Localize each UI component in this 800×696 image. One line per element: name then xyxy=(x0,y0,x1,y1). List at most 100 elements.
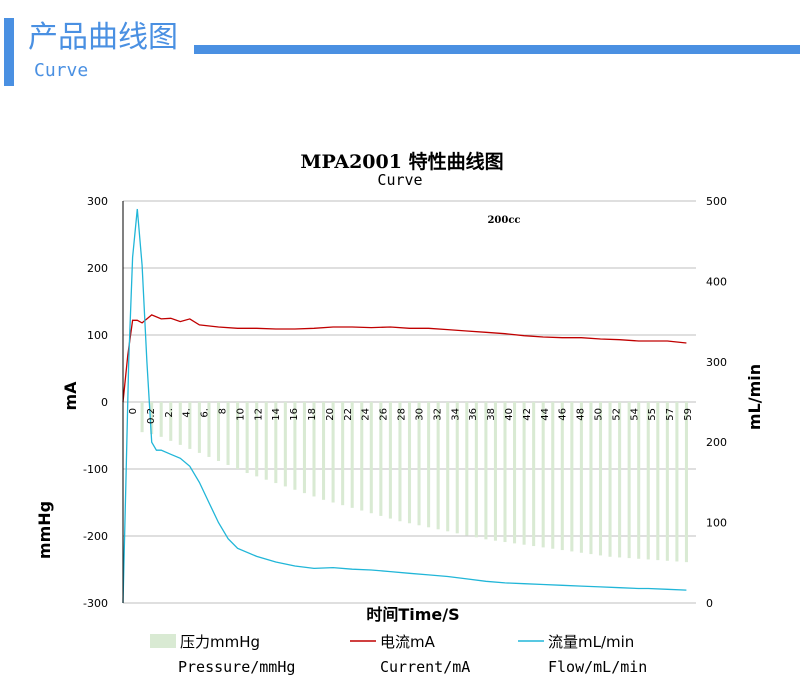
legend-current-label: 电流mA xyxy=(380,633,436,651)
pressure-bar xyxy=(627,402,631,559)
x-tick-label: 46 xyxy=(558,408,569,421)
x-tick-label: 57 xyxy=(665,408,676,421)
pressure-bar xyxy=(503,402,507,543)
legend-pressure-label-en: Pressure/mmHg xyxy=(178,658,295,676)
pressure-bar xyxy=(264,402,268,480)
pressure-bar xyxy=(474,402,478,538)
x-tick-label: 12 xyxy=(253,408,264,421)
left-tick-label: 200 xyxy=(87,262,108,275)
header-accent-bar xyxy=(4,18,14,86)
x-tick-label: 18 xyxy=(307,408,318,421)
pressure-bar xyxy=(436,402,440,530)
y-axis-label-left-bottom: mmHg xyxy=(35,501,54,559)
pressure-bar xyxy=(178,402,182,445)
pressure-bar xyxy=(245,402,249,474)
legend-pressure-label: 压力mmHg xyxy=(180,633,260,651)
chart-annotation: 200cc xyxy=(487,215,520,226)
x-tick-label: 8 xyxy=(218,408,229,414)
y-axis-label-right: mL/min xyxy=(745,364,764,430)
pressure-bar xyxy=(283,402,287,487)
pressure-bar xyxy=(665,402,669,561)
pressure-bar xyxy=(522,402,526,545)
pressure-bar xyxy=(532,402,536,547)
current-line xyxy=(122,314,687,403)
pressure-bar xyxy=(446,402,450,532)
pressure-bar xyxy=(379,402,383,516)
x-tick-label: 55 xyxy=(647,408,658,421)
pressure-bar xyxy=(150,402,154,435)
pressure-bar xyxy=(427,402,431,528)
pressure-bar xyxy=(331,402,335,503)
pressure-bar xyxy=(618,402,622,558)
left-tick-label: 300 xyxy=(87,195,108,208)
pressure-bar xyxy=(541,402,545,548)
x-tick-label: 2. xyxy=(164,408,175,418)
x-tick-label: 54 xyxy=(629,408,640,421)
pressure-bar xyxy=(226,402,230,465)
x-tick-label: 48 xyxy=(576,408,587,421)
pressure-bar xyxy=(455,402,459,534)
pressure-bar xyxy=(274,402,278,484)
pressure-bar xyxy=(293,402,297,490)
right-tick-label: 500 xyxy=(706,195,727,208)
right-tick-label: 400 xyxy=(706,275,727,288)
pressure-bar xyxy=(236,402,240,469)
pressure-bar xyxy=(341,402,345,506)
pressure-bar xyxy=(398,402,402,522)
left-tick-label: 0 xyxy=(101,396,108,409)
pressure-bar xyxy=(207,402,211,457)
x-tick-label: 44 xyxy=(540,408,551,421)
left-tick-label: -300 xyxy=(83,597,108,610)
x-tick-label: 10 xyxy=(235,408,246,421)
pressure-bar xyxy=(388,402,392,519)
x-tick-label: 0.2 xyxy=(146,408,157,424)
flow-line xyxy=(122,208,687,604)
x-tick-label: 50 xyxy=(594,408,605,421)
pressure-bar xyxy=(312,402,316,497)
pressure-bar xyxy=(579,402,583,553)
x-tick-label: 6. xyxy=(200,408,211,418)
legend-current-label-en: Current/mA xyxy=(380,658,470,676)
pressure-bar xyxy=(159,402,163,437)
pressure-bar xyxy=(608,402,612,557)
x-tick-label: 20 xyxy=(325,408,336,421)
x-tick-label: 32 xyxy=(432,408,443,421)
chart-title: MPA2001 特性曲线图 xyxy=(300,150,503,173)
pressure-bar xyxy=(513,402,517,544)
pressure-bar xyxy=(360,402,364,511)
pressure-bar xyxy=(646,402,650,560)
left-tick-label: -100 xyxy=(83,463,108,476)
pressure-bar xyxy=(684,402,688,563)
x-tick-label: 40 xyxy=(504,408,515,421)
chart-subtitle: Curve xyxy=(377,171,422,189)
legend-flow-label-en: Flow/mL/min xyxy=(548,658,647,676)
legend-flow-label: 流量mL/min xyxy=(548,633,634,651)
pressure-bar xyxy=(417,402,421,526)
right-tick-label: 100 xyxy=(706,517,727,530)
pressure-bar xyxy=(407,402,412,524)
x-tick-label: 26 xyxy=(379,408,390,421)
page-subtitle: Curve xyxy=(34,60,89,81)
x-tick-label: 34 xyxy=(450,408,461,421)
x-axis-label: 时间Time/S xyxy=(366,605,459,624)
pressure-bar xyxy=(169,402,173,441)
pressure-bar xyxy=(216,402,221,461)
pressure-bar xyxy=(484,402,488,540)
x-tick-label: 38 xyxy=(486,408,497,421)
x-tick-label: 4. xyxy=(182,408,193,418)
x-tick-label: 24 xyxy=(361,408,372,421)
pressure-bar xyxy=(140,402,144,433)
x-tick-label: 16 xyxy=(289,408,300,421)
x-tick-label: 14 xyxy=(271,408,282,421)
right-tick-label: 0 xyxy=(706,597,713,610)
x-tick-label: 42 xyxy=(522,408,533,421)
legend-pressure-swatch xyxy=(150,634,176,648)
pressure-bar xyxy=(675,402,679,562)
x-tick-label: 22 xyxy=(343,408,354,421)
x-tick-label: 28 xyxy=(397,408,408,421)
right-tick-label: 300 xyxy=(706,356,727,369)
header-rule xyxy=(194,45,800,54)
pressure-bar xyxy=(493,402,497,541)
x-tick-label: 0 xyxy=(128,408,139,414)
